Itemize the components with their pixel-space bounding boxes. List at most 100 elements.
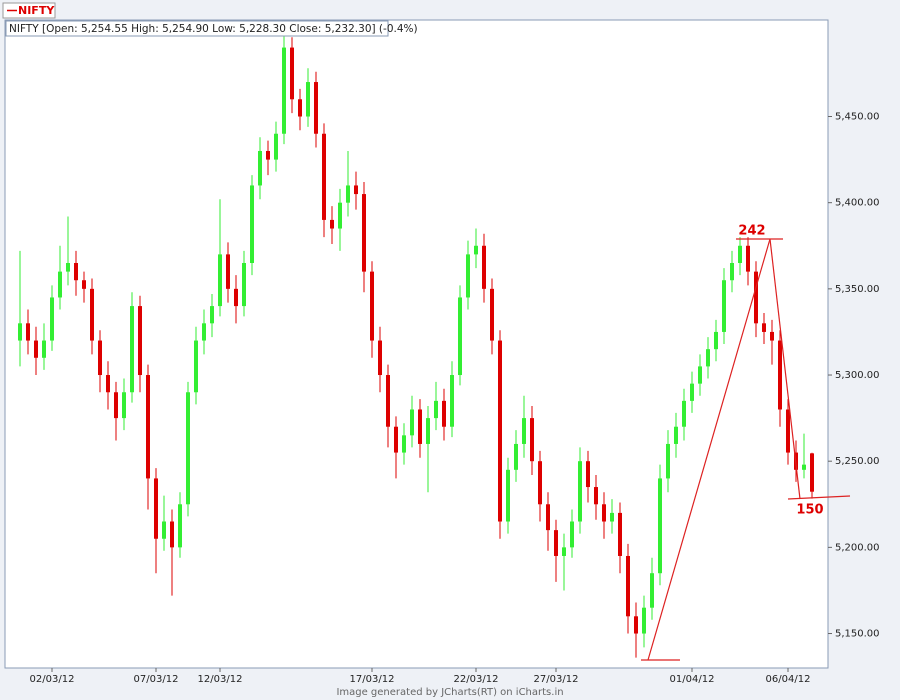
candle-body (50, 297, 54, 341)
candle-body (218, 254, 222, 307)
candle-body (250, 185, 254, 263)
y-tick-label: 5,150.00 (835, 629, 880, 640)
candle-body (242, 263, 246, 307)
candle-body (458, 297, 462, 376)
x-tick-label: 07/03/12 (134, 674, 179, 685)
candle-body (730, 263, 734, 281)
trend-line (769, 238, 801, 500)
candle-body (466, 254, 470, 298)
candle-body (106, 375, 110, 393)
candle-body (18, 323, 22, 341)
candle-body (482, 245, 486, 289)
candle-body (178, 504, 182, 548)
info-box (5, 20, 389, 37)
x-tick-label: 17/03/12 (350, 674, 395, 685)
candle-body (266, 150, 270, 160)
legend-box (2, 2, 56, 19)
candle-body (426, 418, 430, 444)
x-tick-label: 22/03/12 (454, 674, 499, 685)
candle-body (778, 340, 782, 410)
candle-body (658, 478, 662, 574)
plot-area (4, 19, 829, 669)
candle-body (586, 461, 590, 488)
candle-body (490, 288, 494, 341)
trend-line (787, 495, 851, 500)
candle-body (738, 245, 742, 263)
candle-body (538, 461, 542, 505)
candle-body (330, 219, 334, 229)
candle-body (314, 82, 318, 134)
candle-body (626, 555, 630, 617)
candle-body (546, 504, 550, 531)
trend-line (647, 238, 771, 661)
candle-body (610, 512, 614, 522)
candle-body (338, 202, 342, 229)
candle-body (634, 616, 638, 634)
candle-body (746, 245, 750, 272)
candle-body (434, 400, 438, 419)
candle-body (346, 185, 350, 203)
candle-body (682, 400, 686, 427)
x-tick-label: 01/04/12 (670, 674, 715, 685)
candle-body (138, 306, 142, 376)
candle-body (706, 349, 710, 367)
candle-body (650, 573, 654, 608)
y-tick-label: 5,250.00 (835, 456, 880, 467)
candle-body (810, 453, 814, 492)
candle-body (418, 409, 422, 444)
candle-body (498, 340, 502, 522)
candle-body (202, 323, 206, 341)
candle-body (42, 340, 46, 358)
y-tick-label: 5,350.00 (835, 284, 880, 295)
candle-body (722, 280, 726, 332)
candle-body (802, 464, 806, 470)
candle-body (90, 288, 94, 341)
candle-body (442, 400, 446, 427)
trend-lines (641, 238, 851, 661)
candle-body (114, 392, 118, 419)
candle-body (194, 340, 198, 393)
candle-body (474, 245, 478, 255)
candle-body (26, 323, 30, 341)
candle-body (554, 530, 558, 556)
candle-body (322, 133, 326, 220)
candle-body (394, 426, 398, 453)
candle-body (506, 469, 510, 522)
candle-body (162, 521, 166, 539)
candle-body (362, 194, 366, 272)
candle-body (74, 263, 78, 281)
candle-body (450, 375, 454, 427)
x-tick-label: 12/03/12 (198, 674, 243, 685)
candle-body (690, 383, 694, 401)
x-tick-label: 27/03/12 (534, 674, 579, 685)
candle-body (786, 409, 790, 453)
candle-body (282, 47, 286, 134)
candle-body (754, 271, 758, 324)
y-tick-label: 5,450.00 (835, 112, 880, 123)
candle-body (290, 47, 294, 100)
y-tick-label: 5,400.00 (835, 198, 880, 209)
candle-body (370, 271, 374, 341)
candle-body (602, 504, 606, 522)
candle-body (186, 392, 190, 505)
candle-body (562, 547, 566, 556)
footer: Image generated by JCharts(RT) on iChart… (336, 687, 563, 698)
candle-body (82, 280, 86, 289)
candle-body (514, 443, 518, 470)
candle-body (570, 521, 574, 548)
candle-body (34, 340, 38, 358)
candle-body (130, 306, 134, 393)
candle-body (410, 409, 414, 436)
x-tick-label: 02/03/12 (30, 674, 75, 685)
candle-body (122, 392, 126, 419)
candle-body (154, 478, 158, 539)
candle-body (530, 418, 534, 462)
candle-body (714, 331, 718, 350)
candle-body (770, 331, 774, 341)
x-tick-label: 06/04/12 (766, 674, 811, 685)
candle-body (674, 426, 678, 444)
candle-body (226, 254, 230, 289)
candle-body (594, 487, 598, 505)
y-tick-label: 5,300.00 (835, 370, 880, 381)
candle-body (98, 340, 102, 376)
